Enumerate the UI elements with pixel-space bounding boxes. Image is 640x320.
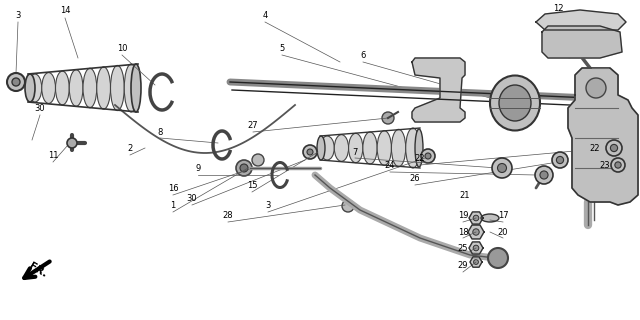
Text: 11: 11 (48, 150, 58, 159)
Ellipse shape (392, 129, 406, 167)
Polygon shape (536, 10, 626, 30)
Ellipse shape (124, 64, 138, 112)
Ellipse shape (69, 70, 83, 106)
Text: FR.: FR. (27, 261, 49, 279)
Text: 25: 25 (458, 244, 468, 252)
Polygon shape (468, 225, 484, 239)
Polygon shape (469, 242, 483, 254)
Text: 26: 26 (410, 173, 420, 182)
Ellipse shape (481, 214, 499, 222)
Circle shape (586, 78, 606, 98)
Circle shape (7, 73, 25, 91)
Text: 22: 22 (589, 143, 600, 153)
Text: 1: 1 (170, 201, 175, 210)
Circle shape (236, 160, 252, 176)
Circle shape (342, 200, 354, 212)
Circle shape (240, 164, 248, 172)
Circle shape (67, 138, 77, 148)
Ellipse shape (83, 68, 97, 108)
Circle shape (425, 153, 431, 159)
Circle shape (492, 158, 512, 178)
Polygon shape (470, 257, 482, 267)
Polygon shape (542, 26, 622, 58)
Text: 10: 10 (116, 44, 127, 52)
Ellipse shape (415, 129, 423, 167)
Text: 4: 4 (262, 11, 268, 20)
Circle shape (307, 149, 313, 155)
Circle shape (535, 166, 553, 184)
Text: 2: 2 (127, 143, 132, 153)
Text: 8: 8 (157, 127, 163, 137)
Ellipse shape (349, 133, 363, 163)
Ellipse shape (317, 136, 325, 160)
Ellipse shape (56, 71, 69, 105)
Ellipse shape (363, 132, 377, 164)
Text: 29: 29 (458, 260, 468, 269)
Text: 16: 16 (168, 183, 179, 193)
Circle shape (611, 144, 618, 152)
Circle shape (474, 260, 479, 264)
Circle shape (611, 158, 625, 172)
Text: 5: 5 (280, 44, 285, 52)
Polygon shape (469, 212, 483, 224)
Circle shape (382, 112, 394, 124)
Text: 18: 18 (458, 228, 468, 236)
Text: 22: 22 (415, 154, 425, 163)
Text: 19: 19 (458, 211, 468, 220)
Text: 9: 9 (195, 164, 200, 172)
Ellipse shape (499, 85, 531, 121)
Circle shape (421, 149, 435, 163)
Circle shape (556, 156, 564, 164)
Circle shape (252, 154, 264, 166)
Text: 3: 3 (266, 201, 271, 210)
Text: 14: 14 (60, 5, 70, 14)
Circle shape (540, 171, 548, 179)
Circle shape (303, 145, 317, 159)
Polygon shape (412, 58, 465, 122)
Ellipse shape (490, 76, 540, 131)
Text: 15: 15 (247, 180, 257, 189)
Circle shape (552, 152, 568, 168)
Polygon shape (568, 68, 638, 205)
Circle shape (473, 215, 479, 221)
Text: 7: 7 (352, 148, 358, 156)
Ellipse shape (377, 131, 392, 165)
Text: 3: 3 (15, 11, 20, 20)
Text: 30: 30 (35, 103, 45, 113)
Ellipse shape (406, 128, 420, 168)
Text: 13: 13 (547, 44, 557, 52)
Circle shape (497, 164, 506, 172)
Ellipse shape (25, 74, 35, 102)
Circle shape (473, 245, 479, 251)
Circle shape (12, 78, 20, 86)
Text: 30: 30 (187, 194, 197, 203)
Text: 6: 6 (360, 51, 365, 60)
Text: 28: 28 (223, 211, 234, 220)
Ellipse shape (42, 73, 56, 103)
Ellipse shape (320, 136, 334, 160)
Text: 17: 17 (498, 211, 508, 220)
Ellipse shape (111, 65, 124, 111)
Text: 23: 23 (600, 161, 611, 170)
Circle shape (606, 140, 622, 156)
Ellipse shape (131, 64, 141, 112)
Circle shape (473, 229, 479, 235)
Text: 12: 12 (553, 4, 563, 12)
Text: 20: 20 (498, 228, 508, 236)
Text: 27: 27 (248, 121, 259, 130)
Ellipse shape (334, 135, 349, 161)
Ellipse shape (97, 67, 111, 109)
Circle shape (615, 162, 621, 168)
Text: 24: 24 (385, 161, 396, 170)
Circle shape (488, 248, 508, 268)
Ellipse shape (28, 74, 42, 102)
Text: 21: 21 (460, 190, 470, 199)
